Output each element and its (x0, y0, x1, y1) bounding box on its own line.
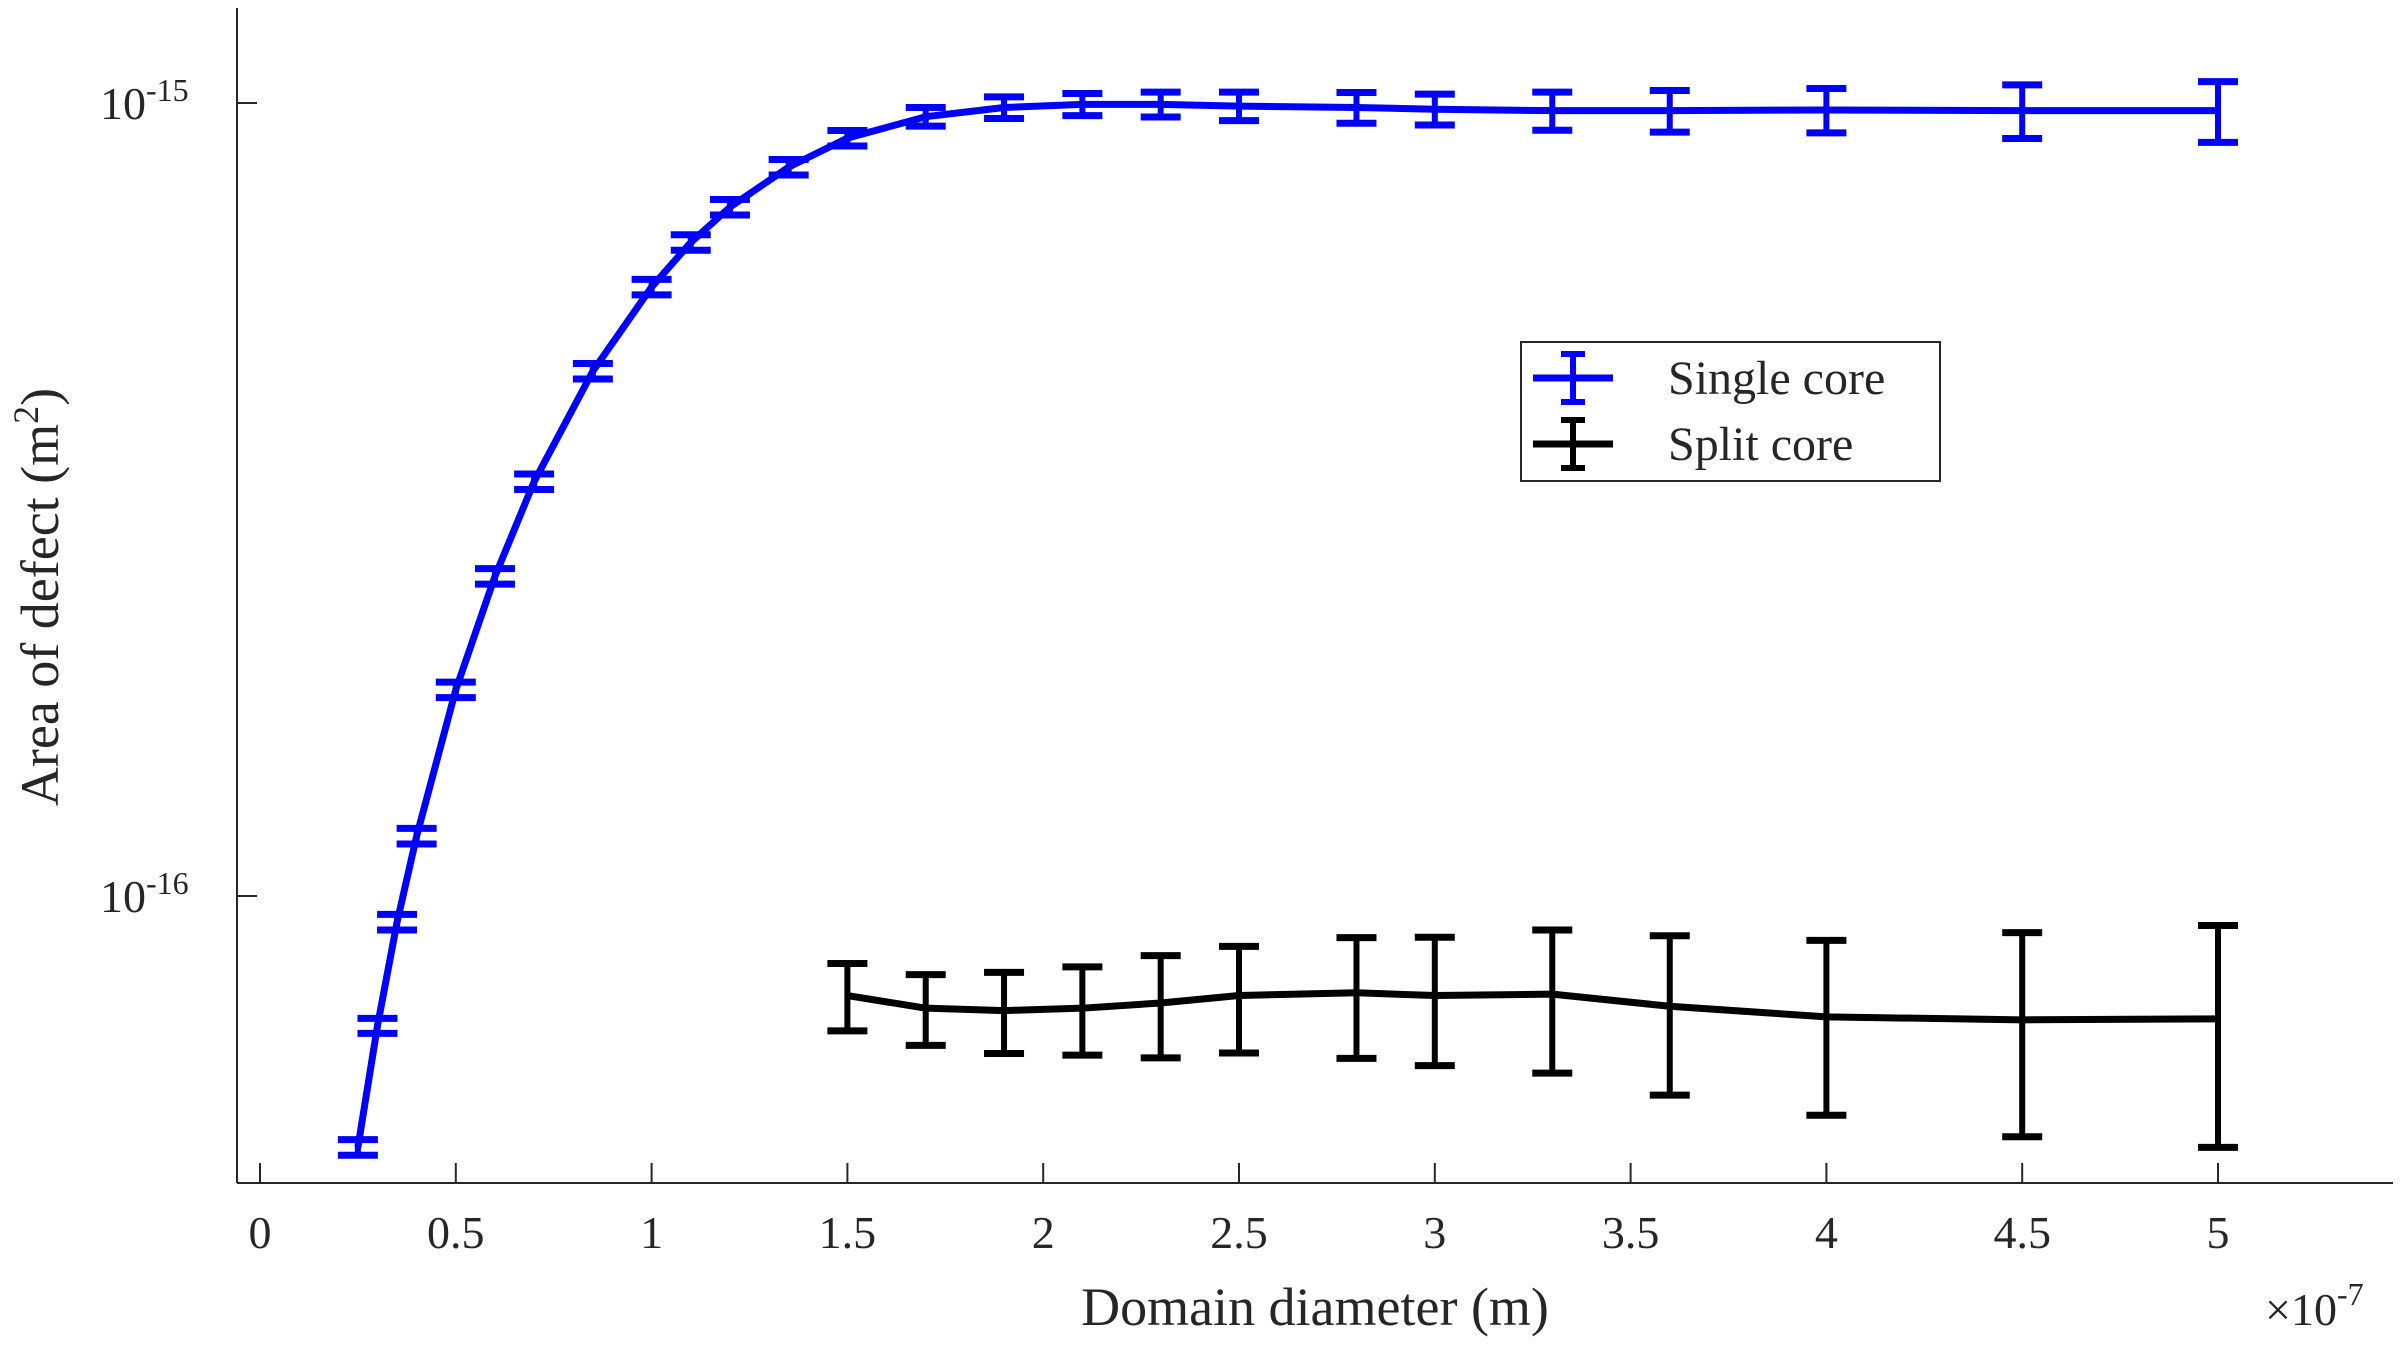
errorbar-single-core (435, 678, 476, 702)
errorbar-single-core (514, 470, 555, 494)
y-axis-label: Area of defect (m2) (6, 388, 70, 806)
y-tick-label: 10-16 (100, 865, 189, 922)
errorbar-single-core (768, 155, 809, 179)
errorbar-single-core (1649, 86, 1690, 136)
errorbar-split-core (1806, 936, 1847, 1119)
errorbar-single-core (984, 93, 1025, 122)
errorbar-split-core (1336, 934, 1377, 1062)
x-tick-label: 1.5 (819, 1207, 877, 1258)
x-tick-label: 2 (1032, 1207, 1055, 1258)
x-tick-label: 3.5 (1602, 1207, 1660, 1258)
errorbar-single-core (631, 275, 672, 299)
legend: Single core Split core (1520, 341, 1941, 482)
x-tick-label: 0 (249, 1207, 272, 1258)
axes: 0 0.5 1 1.5 2 2.5 3 3.5 4 4.5 5 10-16 10-15 (100, 8, 2393, 1258)
x-multiplier: ×10-7 (2265, 1276, 2364, 1335)
x-multiplier-exp: -7 (2337, 1276, 2364, 1312)
errorbar-split-core (1219, 942, 1259, 1057)
series-single-core (337, 78, 2238, 1159)
errorbar-split-core (1532, 926, 1573, 1077)
series-line-split-core (846, 989, 2219, 1024)
errorbar-single-core (827, 126, 868, 150)
errorbar-single-core (2002, 81, 2043, 143)
errorbar-single-core (670, 231, 711, 254)
x-tick-label: 2.5 (1210, 1207, 1268, 1258)
x-tick-label: 0.5 (427, 1207, 485, 1258)
errorbar-single-core (1414, 90, 1455, 129)
errorbar-single-core (357, 1014, 398, 1037)
legend-label-split-core: Split core (1668, 418, 1853, 471)
legend-label-single-core: Single core (1668, 352, 1885, 405)
y-tick-label: 10-15 (100, 72, 189, 129)
errorbar-split-core (1062, 963, 1103, 1059)
errorbar-single-core (1219, 88, 1259, 125)
errorbar-single-core (1336, 88, 1377, 127)
errorbar-single-core (905, 104, 946, 130)
series-split-core (827, 921, 2238, 1151)
x-tick-label: 1 (640, 1207, 663, 1258)
errorbar-split-core (827, 960, 868, 1035)
errorbar-split-core (1649, 932, 1690, 1099)
legend-box (1520, 341, 1941, 482)
y-axis-label-sup: 2 (6, 406, 46, 424)
errorbar-single-core (396, 824, 437, 848)
errorbar-split-core (1140, 952, 1181, 1062)
x-axis-label: Domain diameter (m) (1081, 1277, 1549, 1337)
errorbar-single-core (2198, 78, 2238, 146)
errorbar-single-core (474, 565, 515, 588)
x-tick-label: 3 (1423, 1207, 1446, 1258)
x-tick-label: 4 (1815, 1207, 1838, 1258)
series-layer (337, 78, 2238, 1159)
errorbar-single-core (1140, 88, 1181, 121)
x-multiplier-base: ×10 (2265, 1284, 2337, 1335)
errorbar-single-core (572, 360, 613, 383)
errorbar-single-core (1062, 89, 1103, 120)
errorbar-split-core (2198, 921, 2238, 1151)
errorbar-single-core (1532, 88, 1573, 134)
errorbar-single-core (377, 910, 418, 934)
legend-item-single-core: Single core (1533, 351, 1885, 405)
legend-item-split-core: Split core (1533, 417, 1853, 471)
x-tick-label: 5 (2207, 1207, 2230, 1258)
y-axis-label-end: ) (10, 388, 70, 406)
errorbar-split-core (905, 971, 946, 1049)
errorbar-split-core (1414, 933, 1455, 1070)
errorbar-single-core (337, 1136, 378, 1159)
errorbar-single-core (709, 196, 750, 219)
errorbar-split-core (2002, 929, 2043, 1141)
errorbar-single-core (1806, 85, 1847, 137)
x-tick-label: 4.5 (1993, 1207, 2051, 1258)
y-axis-label-text: Area of defect (m (10, 424, 70, 806)
errorbar-split-core (984, 968, 1025, 1057)
